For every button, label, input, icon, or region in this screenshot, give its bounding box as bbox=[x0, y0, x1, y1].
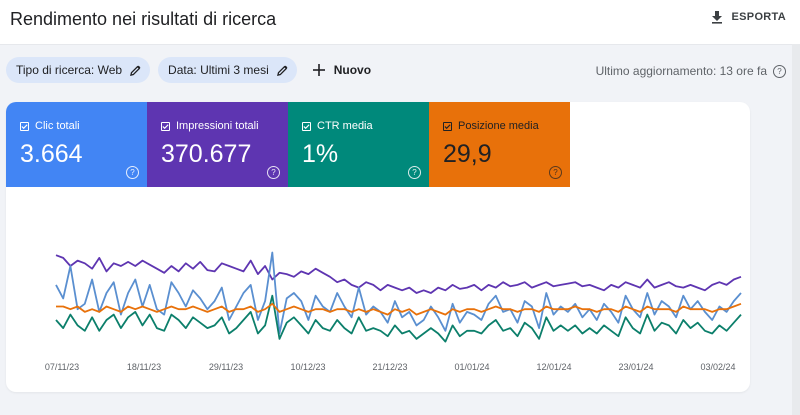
help-icon[interactable]: ? bbox=[549, 166, 562, 179]
search-type-chip[interactable]: Tipo di ricerca: Web bbox=[6, 57, 151, 83]
performance-chart: 07/11/23 18/11/23 29/11/23 10/12/23 21/12/23… bbox=[45, 251, 742, 372]
last-update-text: Ultimo aggiornamento: 13 ore fa bbox=[595, 64, 767, 78]
search-type-label: Tipo di ricerca: Web bbox=[16, 63, 123, 77]
metric-card-position[interactable]: Posizione media 29,9 ? bbox=[429, 102, 570, 187]
pencil-icon bbox=[276, 65, 288, 76]
plus-icon bbox=[312, 64, 325, 76]
metric-label: Posizione media bbox=[458, 120, 539, 132]
help-icon[interactable]: ? bbox=[408, 166, 421, 179]
series-line-1 bbox=[55, 251, 742, 335]
x-tick-label: 18/11/23 bbox=[127, 362, 161, 372]
metric-label: CTR media bbox=[317, 120, 373, 132]
x-tick-label: 12/01/24 bbox=[536, 362, 571, 372]
last-update: Ultimo aggiornamento: 13 ore fa ? bbox=[596, 64, 786, 78]
scrollbar[interactable] bbox=[792, 44, 800, 415]
date-chip[interactable]: Data: Ultimi 3 mesi bbox=[158, 57, 297, 83]
x-tick-label: 21/12/23 bbox=[372, 362, 407, 372]
download-icon bbox=[711, 11, 722, 24]
export-button[interactable]: ESPORTA bbox=[710, 10, 786, 24]
new-filter-label: Nuovo bbox=[333, 63, 372, 77]
metric-label: Impressioni totali bbox=[176, 120, 259, 132]
x-tick-label: 23/01/24 bbox=[618, 362, 653, 372]
checkbox-icon[interactable] bbox=[20, 121, 29, 131]
new-filter-button[interactable]: Nuovo bbox=[312, 63, 372, 77]
series-line-2 bbox=[55, 294, 742, 343]
metric-value: 370.677 bbox=[161, 140, 252, 168]
x-tick-label: 01/01/24 bbox=[454, 362, 489, 372]
metric-card-ctr[interactable]: CTR media 1% ? bbox=[288, 102, 429, 187]
help-icon[interactable]: ? bbox=[126, 166, 139, 179]
checkbox-icon[interactable] bbox=[443, 121, 452, 131]
series-line-0 bbox=[55, 254, 742, 294]
metric-card-clicks[interactable]: Clic totali 3.664 ? bbox=[6, 102, 147, 187]
metric-value: 29,9 bbox=[443, 140, 492, 168]
metric-value: 1% bbox=[302, 140, 339, 168]
metric-card-impressions[interactable]: Impressioni totali 370.677 ? bbox=[147, 102, 288, 187]
x-tick-label: 03/02/24 bbox=[700, 362, 735, 372]
date-label: Data: Ultimi 3 mesi bbox=[168, 63, 269, 77]
metric-value: 3.664 bbox=[20, 140, 83, 168]
pencil-icon bbox=[130, 65, 141, 76]
metric-label: Clic totali bbox=[35, 120, 80, 132]
help-icon[interactable]: ? bbox=[773, 64, 786, 78]
x-tick-label: 07/11/23 bbox=[45, 362, 79, 372]
series-line-3 bbox=[56, 302, 742, 316]
x-tick-label: 29/11/23 bbox=[209, 362, 243, 372]
checkbox-icon[interactable] bbox=[161, 121, 170, 131]
top-bar: Rendimento nei risultati di ricerca ESPO… bbox=[0, 0, 800, 45]
x-tick-label: 10/12/23 bbox=[290, 362, 325, 372]
page-title: Rendimento nei risultati di ricerca bbox=[10, 9, 277, 29]
performance-card: Clic totali 3.664 ? Impressioni totali 3… bbox=[6, 102, 750, 392]
filter-bar: Tipo di ricerca: Web Data: Ultimi 3 mesi… bbox=[6, 57, 371, 83]
help-icon[interactable]: ? bbox=[267, 166, 280, 179]
export-label: ESPORTA bbox=[731, 11, 786, 23]
checkbox-icon[interactable] bbox=[302, 121, 311, 131]
